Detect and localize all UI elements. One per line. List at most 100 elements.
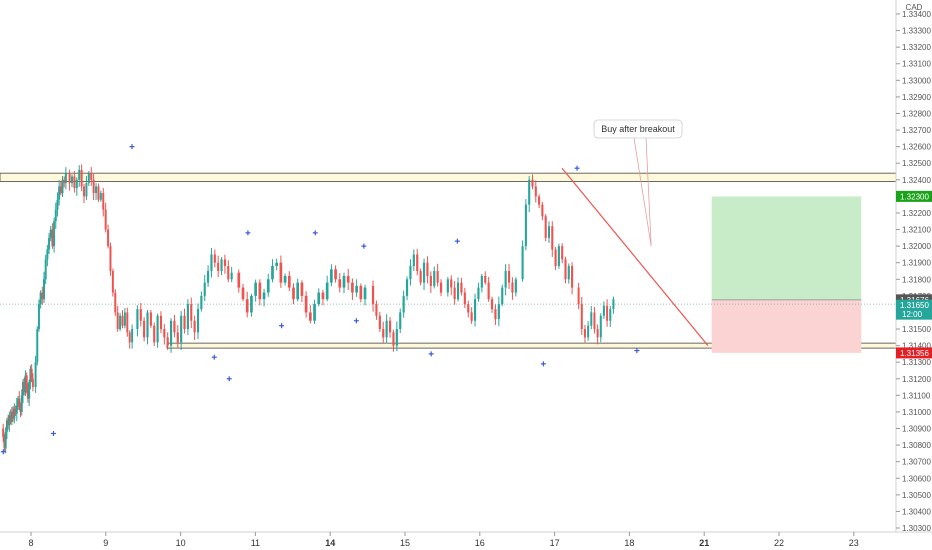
candle-body (4, 431, 7, 449)
candle-body (606, 305, 609, 321)
candle-body (53, 221, 56, 247)
price-tick-label: 1.31900 (902, 259, 931, 268)
candle-body (186, 304, 189, 330)
candle-body (10, 411, 13, 422)
last-price-badge[interactable] (896, 299, 932, 320)
candle-body (223, 259, 226, 267)
candle-body (41, 292, 44, 300)
candle-body (385, 320, 388, 338)
descending-trendline[interactable] (561, 167, 709, 346)
price-tick-label: 1.33100 (902, 60, 931, 69)
price-tick-label: 1.33000 (902, 76, 931, 85)
candle-body (29, 368, 32, 383)
candle-body (44, 259, 47, 280)
price-tick-label: 1.32100 (902, 226, 931, 235)
candle-body (230, 272, 233, 280)
last-price-label: 1.31650 (900, 301, 929, 310)
drawings[interactable]: Buy after breakout (561, 119, 709, 346)
candles (2, 164, 615, 454)
candle-body (419, 271, 422, 283)
candle-body (359, 285, 363, 300)
candle-body (30, 368, 33, 379)
candle-body (300, 282, 304, 296)
candle-body (59, 186, 62, 194)
time-tick-label: 15 (400, 538, 410, 548)
time-tick-label: 18 (624, 538, 634, 548)
candle-body (92, 179, 95, 194)
candle-body (266, 279, 270, 293)
candle-body (183, 315, 186, 330)
candle-body (237, 272, 241, 288)
candle-body (392, 332, 395, 346)
candle-body (121, 315, 124, 326)
price-tick-label: 1.33200 (902, 43, 931, 52)
candle-body (296, 282, 300, 300)
candle-body (470, 312, 473, 321)
candle-body (334, 269, 337, 280)
annotation-callout[interactable] (593, 119, 683, 139)
candle-body (111, 271, 114, 293)
candle-body (283, 275, 287, 283)
candle-body (203, 282, 206, 296)
candle-body (567, 266, 570, 280)
time-tick-label: 21 (699, 538, 709, 548)
candle-body (143, 320, 146, 338)
candle-body (580, 304, 583, 330)
candle-body (583, 329, 586, 338)
candle-body (7, 420, 10, 426)
price-tick-label: 1.32200 (902, 209, 931, 218)
candle-body (90, 173, 93, 180)
candle-body (49, 229, 52, 238)
candle-body (446, 279, 449, 293)
resistance-zone[interactable] (0, 172, 897, 182)
time-tick-label: 14 (325, 538, 335, 548)
price-tick-label: 1.31100 (902, 391, 931, 400)
annotation-text: Buy after breakout (601, 124, 675, 134)
price-tick-label: 1.31200 (902, 375, 931, 384)
candle-body (254, 282, 257, 296)
candle-body (31, 378, 34, 388)
price-tick-label: 1.32500 (902, 159, 931, 168)
candle-body (275, 262, 279, 267)
candle-body (313, 304, 316, 321)
candle-body (292, 287, 295, 300)
candle-body (433, 271, 436, 286)
loss-zone[interactable] (711, 299, 862, 353)
candle-body (99, 193, 102, 200)
target-price-badge[interactable] (896, 190, 932, 202)
profit-zone[interactable] (711, 196, 862, 300)
candle-body (561, 246, 564, 260)
candle-body (83, 186, 86, 197)
candle-body (128, 332, 131, 343)
candle-body (551, 226, 554, 250)
candle-body (139, 309, 142, 321)
candle-body (17, 398, 20, 406)
candle-body (338, 279, 342, 288)
price-tick-label: 1.32800 (902, 109, 931, 118)
time-axis[interactable]: 8 9 10 11 14 15 16 17 18 21 22 23 (0, 531, 932, 548)
candle-body (51, 229, 54, 247)
candle-body (68, 173, 71, 184)
stop-price-badge[interactable] (896, 347, 932, 359)
candle-body (308, 312, 312, 321)
time-tick-label: 8 (28, 538, 33, 548)
candle-body (602, 305, 605, 316)
candle-body (56, 199, 59, 210)
candle-body (48, 237, 51, 250)
candle-body (36, 329, 39, 363)
long-position-tool[interactable] (0, 196, 896, 353)
candle-body (102, 193, 105, 210)
candle-body (107, 229, 110, 247)
candle-body (227, 266, 230, 280)
candle-body (156, 315, 159, 343)
candle-body (63, 179, 66, 184)
price-tick-label: 1.30800 (902, 441, 931, 450)
candle-body (21, 382, 24, 396)
candle-body (58, 186, 61, 200)
time-tick-label: 11 (251, 538, 260, 548)
candle-body (321, 292, 325, 300)
countdown-label: 12:00 (902, 310, 923, 319)
candle-body (114, 292, 117, 313)
